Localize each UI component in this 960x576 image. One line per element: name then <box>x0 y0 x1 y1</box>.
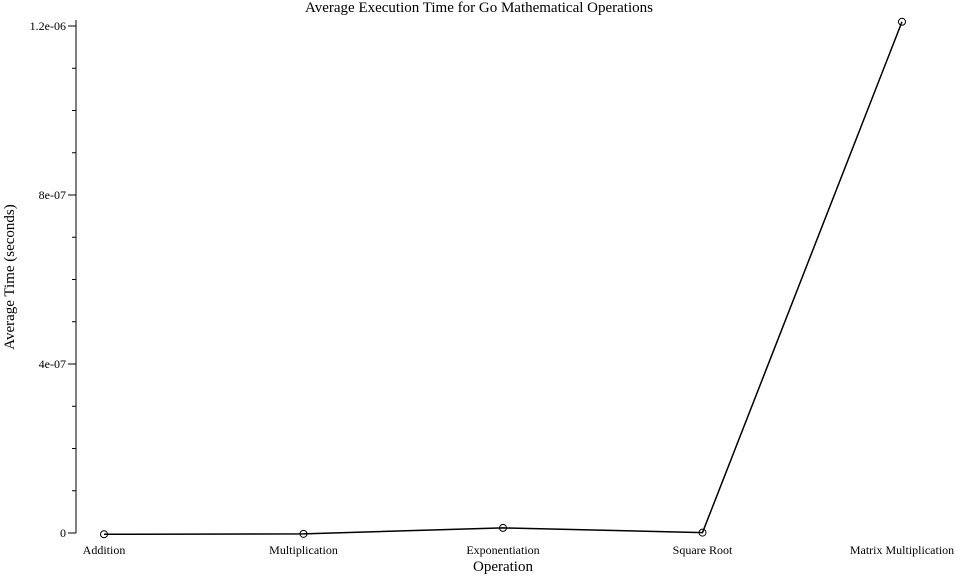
data-point <box>299 529 308 538</box>
y-tick-label: 0 <box>60 526 66 540</box>
series-line <box>103 21 903 536</box>
y-axis: 0 4e-07 8e-07 1.2e-06 <box>30 19 77 540</box>
data-point <box>499 523 507 532</box>
y-axis-label: Average Time (seconds) <box>2 204 18 350</box>
x-tick-label: Exponentiation <box>466 543 539 557</box>
y-tick-label: 8e-07 <box>39 188 66 202</box>
series-group <box>100 17 906 539</box>
y-tick-label: 1.2e-06 <box>30 19 66 33</box>
data-point <box>898 17 906 26</box>
x-axis-label: Operation <box>473 559 533 575</box>
y-tick-label: 4e-07 <box>39 357 66 371</box>
x-tick-label: Square Root <box>673 543 733 557</box>
chart-title: Average Execution Time for Go Mathematic… <box>305 0 653 16</box>
x-tick-label: Multiplication <box>269 543 338 557</box>
data-point <box>698 528 707 537</box>
x-tick-labels: Addition Multiplication Exponentiation Squa… <box>83 543 955 557</box>
x-tick-label: Addition <box>83 543 126 557</box>
data-point <box>100 530 108 539</box>
x-tick-label: Matrix Multiplication <box>850 543 954 557</box>
